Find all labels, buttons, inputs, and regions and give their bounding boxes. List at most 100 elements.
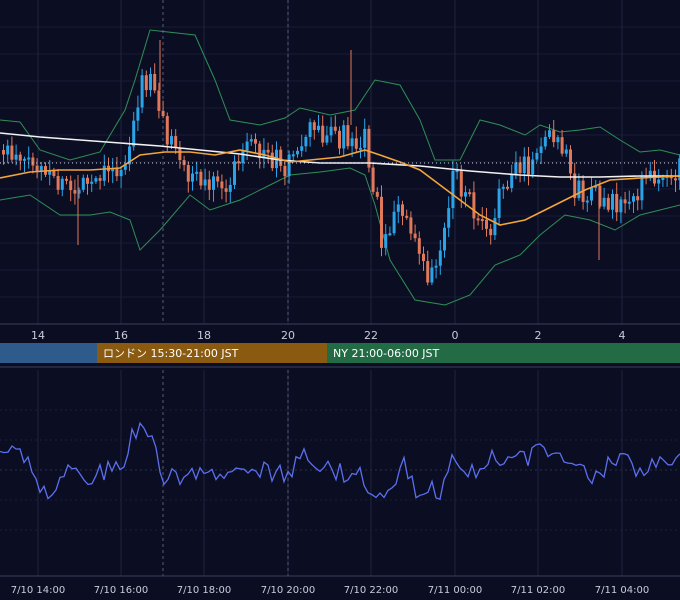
- candle-body: [640, 176, 644, 201]
- candle-body: [405, 215, 409, 218]
- candle-body: [464, 192, 467, 197]
- candle-body: [539, 146, 543, 153]
- candle-body: [594, 185, 598, 188]
- candle-body: [615, 193, 619, 213]
- hour-axis: 14 16 18 20 22 0 2 4: [31, 329, 626, 342]
- candle-body: [266, 149, 270, 153]
- candle-body: [480, 219, 484, 222]
- candle-body: [86, 177, 89, 184]
- candle-body: [585, 200, 589, 203]
- candle-body: [254, 139, 257, 144]
- candle-body: [212, 176, 215, 190]
- candle-body: [401, 204, 404, 216]
- candle-body: [144, 75, 148, 91]
- candle-body: [35, 165, 39, 172]
- session-label: NY 21:00-06:00 JST: [333, 347, 440, 360]
- candle-body: [472, 192, 476, 219]
- candle-body: [136, 107, 140, 121]
- candle-body: [52, 170, 56, 176]
- candle-body: [304, 136, 308, 147]
- candle-body: [31, 157, 35, 166]
- candle-body: [678, 158, 680, 181]
- candle-body: [674, 178, 677, 181]
- candle-body: [455, 170, 459, 173]
- session-bar: ロンドン 15:30-21:00 JST NY 21:00-06:00 JST: [0, 343, 680, 363]
- time-tick-label: 7/11 00:00: [428, 585, 482, 596]
- candle-body: [300, 146, 304, 151]
- candle-body: [174, 136, 178, 148]
- candle-body: [102, 165, 106, 181]
- time-tick-label: 7/11 02:00: [511, 585, 565, 596]
- session-segment: [97, 343, 327, 363]
- candle-body: [459, 170, 463, 197]
- candle-body: [161, 110, 165, 117]
- candle-body: [543, 136, 547, 147]
- candle-body: [354, 138, 358, 149]
- session-label: ロンドン 15:30-21:00 JST: [103, 347, 239, 360]
- candle-body: [380, 196, 383, 248]
- candle-body: [350, 138, 354, 147]
- candle-body: [648, 170, 652, 178]
- candle-body: [329, 126, 333, 136]
- candle-body: [438, 250, 442, 266]
- candle-body: [606, 197, 610, 210]
- candle-body: [65, 178, 68, 181]
- candle-body: [548, 130, 551, 137]
- candle-body: [384, 234, 388, 248]
- candle-body: [619, 199, 623, 213]
- candle-body: [501, 186, 505, 189]
- candle-body: [552, 130, 556, 143]
- candle-body: [73, 190, 77, 194]
- candle-body: [468, 192, 472, 195]
- hour-tick-label: 18: [197, 329, 211, 342]
- candle-body: [590, 187, 593, 201]
- candle-body: [258, 143, 262, 159]
- candle-body: [632, 196, 635, 202]
- candle-body: [560, 137, 564, 154]
- candle-body: [531, 159, 535, 175]
- candle-body: [283, 165, 287, 177]
- candle-body: [392, 211, 396, 234]
- candle-body: [48, 170, 52, 175]
- candle-body: [518, 162, 522, 174]
- oscillator-line: [0, 421, 680, 501]
- candle-body: [312, 122, 316, 131]
- candle-body: [111, 168, 115, 172]
- candle-body: [195, 171, 199, 174]
- candle-body: [23, 158, 26, 161]
- bollinger-bands: [0, 29, 680, 306]
- candle-body: [388, 233, 392, 236]
- candle-body: [413, 233, 417, 239]
- candle-body: [270, 152, 274, 169]
- candle-body: [363, 128, 367, 148]
- candlesticks: [2, 40, 680, 286]
- candle-body: [98, 178, 102, 181]
- candle-body: [10, 145, 14, 160]
- candle-body: [417, 238, 421, 254]
- candle-body: [359, 147, 362, 150]
- candle-body: [430, 267, 434, 283]
- candle-body: [291, 154, 295, 157]
- candle-body: [228, 184, 232, 192]
- candle-body: [317, 125, 320, 131]
- candle-body: [132, 120, 136, 147]
- candle-body: [497, 188, 501, 218]
- candle-body: [203, 179, 207, 186]
- candle-body: [14, 154, 18, 160]
- candle-body: [77, 189, 81, 194]
- time-axis: 7/10 14:00 7/10 16:00 7/10 18:00 7/10 20:00…: [11, 585, 649, 596]
- candle-body: [426, 261, 430, 283]
- candle-body: [241, 150, 245, 164]
- candle-body: [191, 173, 194, 182]
- candle-body: [220, 181, 224, 189]
- candle-body: [233, 161, 236, 185]
- candle-body: [90, 181, 94, 184]
- candle-body: [564, 149, 568, 154]
- candle-body: [611, 193, 614, 210]
- hour-tick-label: 4: [619, 329, 626, 342]
- candle-body: [287, 154, 291, 177]
- candle-body: [216, 176, 220, 182]
- candle-body: [157, 90, 161, 111]
